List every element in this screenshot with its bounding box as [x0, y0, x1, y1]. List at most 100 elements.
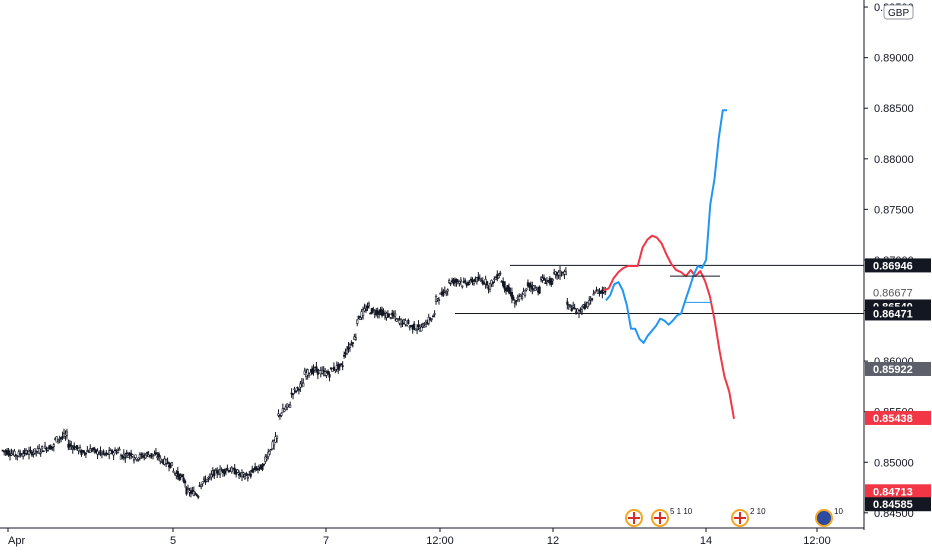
x-tick-label: 12 — [547, 535, 559, 547]
candle-body — [116, 450, 120, 453]
candle-body — [43, 445, 47, 449]
candle — [544, 278, 547, 284]
candle — [256, 466, 260, 474]
candle — [499, 270, 502, 276]
candle — [121, 454, 124, 460]
candle — [195, 493, 198, 497]
candle-body — [246, 476, 249, 479]
candle-body — [185, 487, 188, 495]
candle-body — [293, 388, 296, 391]
forecast-blue-line — [605, 109, 727, 344]
candle-body — [604, 290, 607, 293]
candle — [51, 446, 54, 451]
candle — [519, 293, 522, 297]
candle-body — [280, 412, 283, 416]
candle-body — [134, 454, 137, 458]
candle — [351, 341, 354, 348]
candle — [70, 440, 73, 451]
price-label-text: 0.84713 — [873, 486, 913, 498]
candle-body — [448, 280, 451, 284]
candle — [27, 446, 31, 460]
candle — [265, 453, 268, 462]
candle-body — [131, 454, 134, 457]
candle-body — [223, 469, 226, 474]
price-label-text: 0.85438 — [873, 413, 913, 425]
candle-body — [24, 450, 28, 454]
candle — [356, 319, 359, 327]
candle-body — [140, 453, 143, 456]
candle — [207, 476, 210, 483]
candle — [417, 320, 420, 331]
candle — [413, 320, 416, 331]
candle-body — [525, 288, 528, 291]
candle-body — [359, 317, 362, 320]
candle-body — [236, 469, 239, 473]
candle — [491, 281, 495, 287]
candle — [24, 448, 28, 456]
candle-body — [224, 469, 228, 472]
candle-body — [345, 349, 349, 355]
candle-body — [442, 290, 445, 296]
candle — [415, 324, 419, 335]
candle — [100, 452, 104, 459]
candle — [52, 442, 55, 452]
candle-body — [283, 408, 286, 412]
candle — [125, 449, 128, 458]
candle-body — [29, 449, 32, 452]
candle-body — [216, 470, 219, 474]
candle — [116, 447, 120, 454]
x-tick-label: 14 — [700, 535, 712, 547]
y-tick-label: 0.88000 — [874, 154, 914, 166]
candle — [134, 454, 137, 460]
candle-body — [210, 474, 213, 478]
candle — [397, 318, 400, 321]
price-labels: 0.869460.8667714:430.865400.864710.85922… — [865, 258, 931, 512]
candle-body — [202, 477, 206, 481]
candle-body — [535, 287, 538, 290]
candle-body — [96, 450, 99, 455]
candle-body — [144, 454, 147, 459]
candle-body — [59, 437, 63, 439]
candle — [372, 306, 375, 313]
candle — [185, 486, 188, 496]
candle — [503, 281, 506, 293]
candle — [510, 287, 513, 304]
candle — [243, 473, 247, 480]
candle-body — [572, 305, 575, 308]
candle — [245, 471, 248, 477]
candle — [343, 351, 346, 359]
candle-body — [405, 324, 408, 327]
candle — [391, 309, 394, 320]
candle — [378, 309, 381, 319]
candle-body — [386, 313, 389, 318]
candle — [102, 449, 105, 456]
price-label-text: 0.85922 — [873, 364, 913, 376]
x-tick-label: 5 — [170, 535, 176, 547]
candle-body — [182, 477, 185, 482]
candle — [521, 292, 524, 301]
candle — [535, 286, 538, 291]
candle — [538, 285, 541, 295]
candle-body — [499, 272, 502, 275]
candle — [592, 289, 595, 296]
candle — [306, 368, 309, 380]
candle — [29, 446, 32, 454]
candle — [68, 439, 71, 451]
candle — [223, 468, 226, 477]
candle-body — [443, 290, 446, 293]
candle-body — [364, 309, 368, 311]
candle-body — [497, 275, 500, 279]
candle — [118, 446, 121, 451]
candle — [297, 387, 300, 395]
candle — [280, 412, 283, 418]
candle — [572, 301, 575, 310]
candle-body — [146, 452, 149, 454]
candle-body — [297, 388, 300, 391]
candle-body — [424, 324, 427, 328]
candle — [89, 444, 92, 454]
candle — [210, 470, 213, 481]
candle-body — [567, 304, 570, 306]
candle — [166, 457, 169, 465]
axes: 0.895000.890000.885000.880000.875000.870… — [0, 0, 914, 547]
